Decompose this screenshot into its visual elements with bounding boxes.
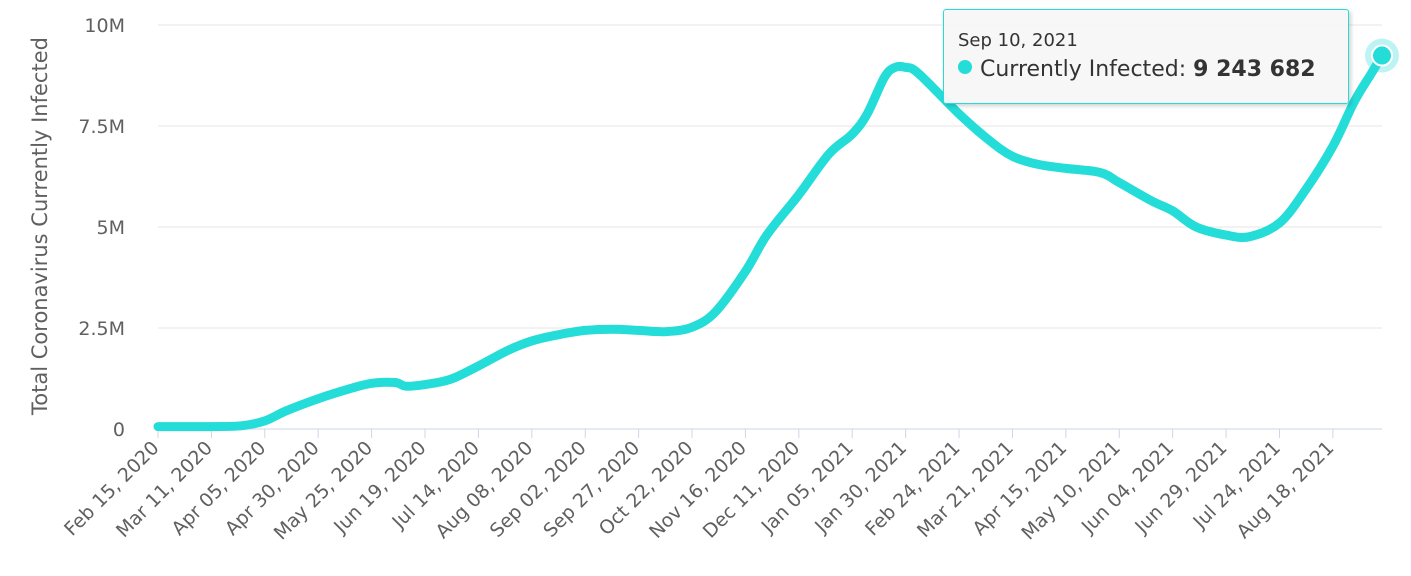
y-axis-title: Total Coronavirus Currently Infected [28, 37, 52, 416]
y-tick-label: 0 [113, 419, 125, 441]
x-tick-label: Apr 15, 2021 [968, 437, 1071, 540]
tooltip-date: Sep 10, 2021 [958, 30, 1078, 51]
tooltip: Sep 10, 2021 Currently Infected: 9 243 6… [943, 9, 1349, 104]
tooltip-value: 9 243 682 [1193, 57, 1316, 82]
highlight-point [1371, 44, 1393, 67]
x-tick-label: Apr 05, 2020 [167, 437, 270, 540]
x-tick-label: Aug 18, 2021 [1233, 437, 1339, 543]
x-tick-label: Jan 05, 2021 [757, 437, 858, 538]
series-marker-icon [958, 60, 972, 74]
series-line [153, 51, 1387, 432]
x-tick-label: Feb 15, 2020 [60, 437, 163, 540]
highlight-marker[interactable] [1365, 38, 1399, 73]
y-tick-label: 10M [84, 15, 125, 37]
x-tick-label: Jun 04, 2021 [1077, 437, 1178, 538]
x-tick-label: Jan 30, 2021 [810, 437, 911, 538]
series-currently-infected[interactable] [153, 51, 1387, 432]
y-axis: 0 2.5M 5M 7.5M 10M [78, 15, 125, 441]
y-tick-label: 7.5M [78, 116, 125, 138]
tooltip-label: Currently Infected: [980, 57, 1187, 82]
x-tick-label: Oct 22, 2020 [595, 437, 698, 540]
y-tick-label: 2.5M [78, 318, 125, 340]
x-tick-label: Feb 24, 2021 [861, 437, 964, 540]
tooltip-row: Currently Infected: 9 243 682 [958, 57, 1316, 82]
x-tick-label: Jun 19, 2020 [329, 437, 430, 538]
x-tick-label: Jun 29, 2021 [1130, 437, 1231, 538]
x-tick-label: Apr 30, 2020 [221, 437, 324, 540]
y-tick-label: 5M [97, 217, 125, 239]
